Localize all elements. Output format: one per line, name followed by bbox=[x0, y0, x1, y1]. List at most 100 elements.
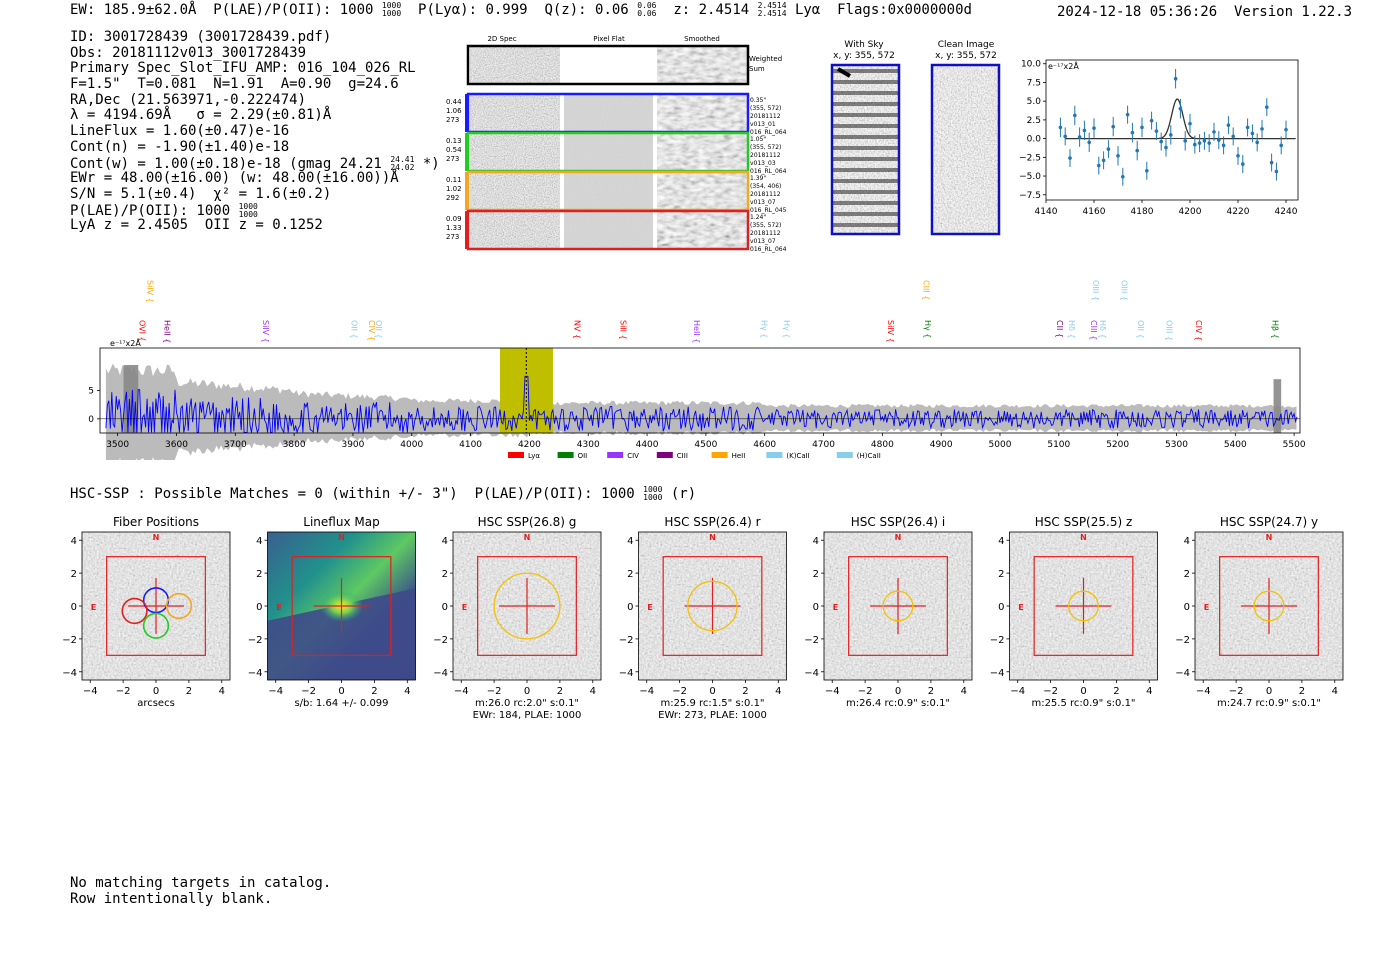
panel-xtick-label: 2 bbox=[557, 686, 563, 697]
info-id: ID: 3001728439 (3001728439.pdf) bbox=[70, 29, 332, 45]
east-label: E bbox=[1204, 603, 1209, 612]
svg-text:Hγ {: Hγ { bbox=[760, 320, 769, 338]
svg-text:OIII {: OIII { bbox=[1091, 280, 1100, 301]
panel-caption-1: m:26.4 rc:0.9" s:0.1" bbox=[846, 698, 950, 709]
panel-ytick-label: −4 bbox=[1175, 668, 1190, 679]
fit-data-point bbox=[1140, 125, 1144, 130]
east-label: E bbox=[1018, 603, 1023, 612]
col-2d-spec: 2D Spec bbox=[487, 35, 516, 43]
cutout-left-label: 0.09 bbox=[446, 215, 462, 223]
info-fiber: F=1.5" T=0.081 N=1.91 A=0.90 g=24.6 bbox=[70, 76, 399, 93]
cutout-left-label: 1.02 bbox=[446, 185, 462, 193]
legend-label: Lyα bbox=[528, 452, 540, 460]
spectrum-xtick-label: 4300 bbox=[577, 440, 600, 450]
panel-xtick-label: −2 bbox=[1043, 686, 1058, 697]
legend-label: OII bbox=[578, 452, 588, 460]
with-sky-xy: x, y: 355, 572 bbox=[833, 51, 895, 61]
fit-ytick-label: 10.0 bbox=[1021, 60, 1041, 70]
fit-data-point bbox=[1284, 127, 1288, 132]
spectrum-line-label: Hγ { bbox=[782, 320, 791, 338]
legend-label: CIII bbox=[677, 452, 688, 460]
fit-ytick-label: 0.0 bbox=[1027, 135, 1042, 145]
svg-text:CIII {: CIII { bbox=[1089, 320, 1098, 340]
spectrum-xtick-label: 5000 bbox=[989, 440, 1012, 450]
fit-data-point bbox=[1121, 174, 1125, 179]
panel-ytick-label: 0 bbox=[813, 602, 819, 613]
fit-data-point bbox=[1077, 135, 1082, 139]
panel-ytick-label: −2 bbox=[248, 635, 263, 646]
panel-xtick-label: −2 bbox=[672, 686, 687, 697]
legend-swatch bbox=[656, 452, 673, 458]
cutout-right-label: 016_RL_064 bbox=[750, 246, 787, 253]
panel-ytick-label: 0 bbox=[256, 602, 262, 613]
svg-text:CIII {: CIII { bbox=[921, 280, 930, 300]
panel-caption-2: EWr: 184, PLAE: 1000 bbox=[473, 710, 582, 721]
spectrum-xtick-label: 4000 bbox=[400, 440, 423, 450]
svg-text:HeII {: HeII { bbox=[692, 320, 701, 343]
panel-xtick-label: 2 bbox=[742, 686, 748, 697]
panel-xtick-label: −4 bbox=[1196, 686, 1211, 697]
north-label: N bbox=[709, 533, 716, 542]
panel-xtick-label: 0 bbox=[1266, 686, 1272, 697]
panel-caption-1: m:25.5 rc:0.9" s:0.1" bbox=[1031, 698, 1135, 709]
spectrum-line-label: CIV { bbox=[367, 320, 376, 341]
fit-data-point bbox=[1173, 76, 1178, 81]
info-lya-oii: LyA z = 2.4505 OII z = 0.1252 bbox=[70, 217, 323, 234]
fit-ytick-label: −5.0 bbox=[1019, 172, 1041, 182]
fit-data-point bbox=[1250, 131, 1255, 136]
panel-ytick-label: 0 bbox=[1184, 602, 1190, 613]
cutout-right-label: 20181112 bbox=[750, 113, 781, 120]
cutout-right-label: 1.39" bbox=[750, 175, 766, 182]
legend-label: (H)CaII bbox=[857, 452, 881, 460]
fit-data-point bbox=[1130, 130, 1135, 135]
north-label: N bbox=[338, 533, 345, 542]
svg-text:CII {: CII { bbox=[1055, 320, 1064, 338]
legend-swatch bbox=[711, 452, 728, 458]
plya-value: P(Lyα): 0.999 bbox=[418, 2, 528, 18]
panel-xtick-label: −4 bbox=[83, 686, 98, 697]
panel-xtick-label: 4 bbox=[961, 686, 967, 697]
spectrum-ytick-label: 0 bbox=[88, 415, 94, 425]
fit-data-point bbox=[1255, 140, 1259, 145]
cutout-right-label: 0.35" bbox=[750, 97, 766, 104]
svg-text:Hβ {: Hβ { bbox=[1270, 320, 1279, 339]
panel-xtick-label: 2 bbox=[186, 686, 192, 697]
fit-xtick-label: 4140 bbox=[1035, 207, 1058, 217]
panel-ytick-label: −4 bbox=[990, 668, 1005, 679]
legend-swatch bbox=[508, 452, 524, 458]
cutout-right-label: 20181112 bbox=[750, 230, 781, 237]
panel-xtick-label: 0 bbox=[338, 686, 344, 697]
spectrum-xtick-label: 5500 bbox=[1283, 440, 1306, 450]
fit-data-point bbox=[1149, 118, 1154, 123]
fit-data-point bbox=[1188, 121, 1192, 126]
fit-data-point bbox=[1245, 125, 1250, 130]
north-label: N bbox=[1266, 533, 1273, 542]
plae-value: P(LAE)/P(OII): 1000 bbox=[213, 2, 374, 18]
panel-xtick-label: 4 bbox=[1146, 686, 1152, 697]
info-plae: P(LAE)/P(OII): 1000 1000 1000 bbox=[70, 201, 258, 219]
fiber-circle bbox=[142, 612, 170, 639]
spectrum-line-label: OII { bbox=[350, 320, 359, 339]
spectrum-xtick-label: 4600 bbox=[753, 440, 776, 450]
detection-info: ID: 3001728439 (3001728439.pdf) Obs: 201… bbox=[70, 29, 440, 234]
cutout-left-label: 273 bbox=[446, 233, 459, 241]
panel-xtick-label: 0 bbox=[895, 686, 901, 697]
spectrum-xtick-label: 3500 bbox=[106, 440, 129, 450]
spectrum-xtick-label: 5400 bbox=[1224, 440, 1247, 450]
panel-xtick-label: 2 bbox=[928, 686, 934, 697]
fit-data-point bbox=[1164, 145, 1168, 150]
info-contn: Cont(n) = -1.90(±1.40)e-18 bbox=[70, 138, 290, 155]
svg-text:Hδ {: Hδ { bbox=[1098, 320, 1107, 339]
panel-title: HSC SSP(26.4) r bbox=[664, 515, 760, 529]
legend-label: (K)CaII bbox=[786, 452, 809, 460]
fit-data-point bbox=[1116, 154, 1120, 158]
panel-xtick-label: −2 bbox=[301, 686, 316, 697]
fit-data-point bbox=[1063, 134, 1067, 139]
panel-ytick-label: 2 bbox=[998, 569, 1004, 580]
imaging-panel: Lineflux Map N E 4 2 0 −2 −4 −4 −2 0 2 4 s/b: 1.64 +/… bbox=[248, 515, 416, 709]
fit-data-point bbox=[1193, 142, 1197, 147]
fit-data-point bbox=[1231, 134, 1235, 139]
svg-text:OIII {: OIII { bbox=[1120, 280, 1129, 301]
svg-text:HeII {: HeII { bbox=[163, 320, 172, 343]
